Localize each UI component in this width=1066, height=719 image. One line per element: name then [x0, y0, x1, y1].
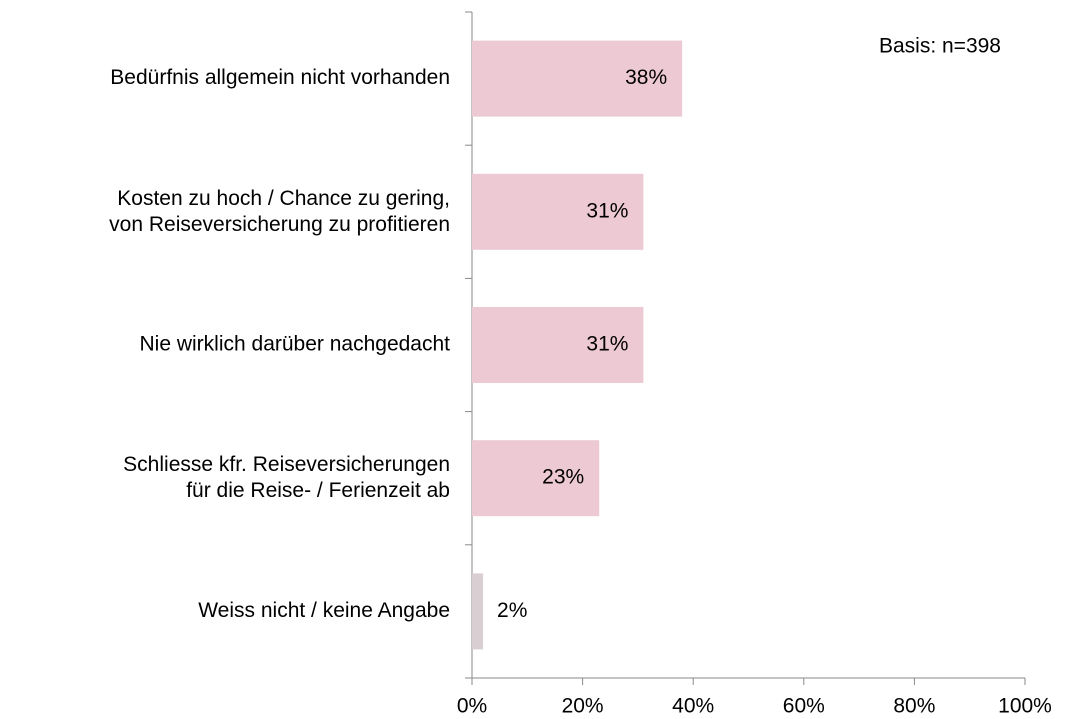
bar — [472, 307, 644, 383]
x-tick-label: 40% — [672, 695, 714, 718]
value-label: 23% — [542, 466, 584, 489]
value-label: 31% — [586, 199, 628, 222]
bar — [472, 440, 600, 517]
value-label: 31% — [586, 333, 628, 356]
x-tick-label: 20% — [562, 695, 604, 718]
y-tick-label: Nie wirklich darüber nachgedacht — [140, 333, 451, 356]
x-tick-label: 60% — [783, 695, 825, 718]
bar — [472, 40, 683, 117]
x-tick-label: 100% — [998, 695, 1052, 718]
x-tick-label: 80% — [893, 695, 935, 718]
annotation: Basis: n=398 — [879, 35, 1001, 58]
value-label: 2% — [497, 599, 527, 622]
y-tick-label: Schliesse kfr. Reiseversicherungen für di… — [123, 453, 450, 502]
y-tick-label: Kosten zu hoch / Chance zu gering, von Re… — [109, 186, 450, 235]
x-tick-label: 0% — [457, 695, 487, 718]
bar — [472, 173, 644, 250]
value-label: 38% — [625, 66, 667, 89]
bar — [472, 573, 484, 650]
y-tick-label: Bedürfnis allgemein nicht vorhanden — [110, 66, 450, 89]
y-tick-label: Weiss nicht / keine Angabe — [198, 599, 450, 622]
